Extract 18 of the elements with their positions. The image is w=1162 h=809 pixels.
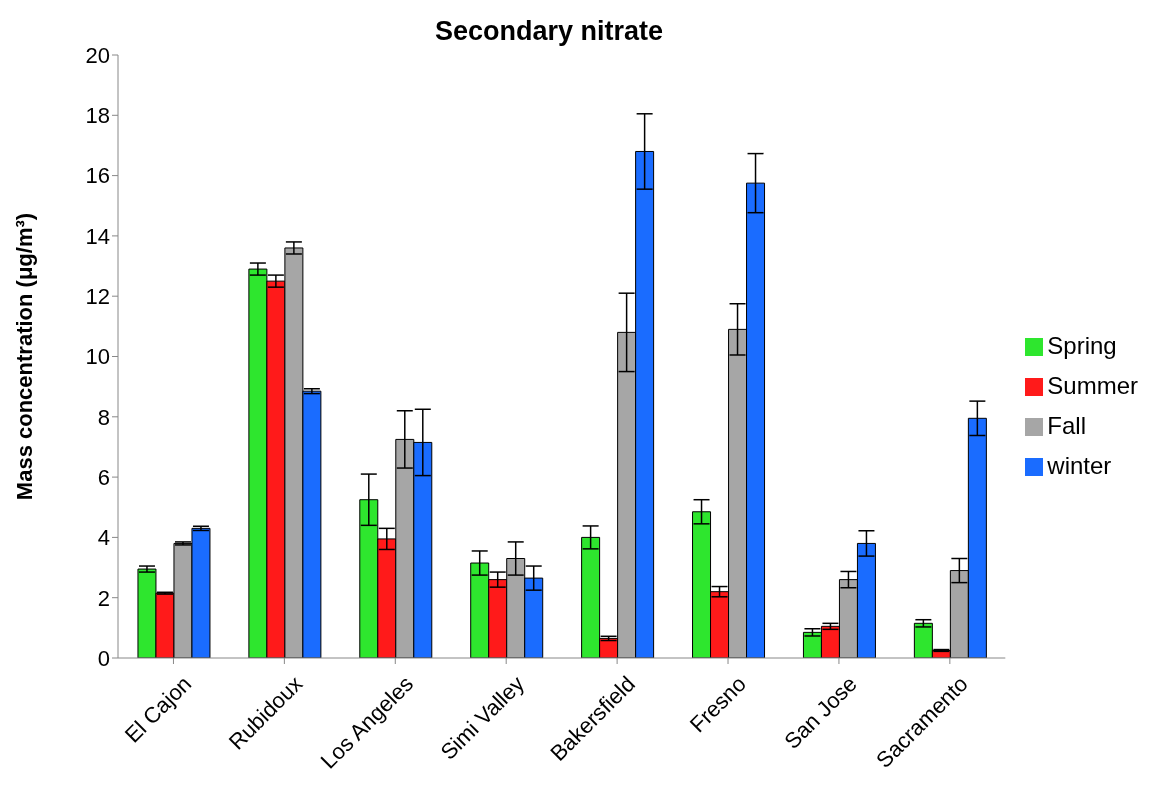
y-tick-label: 0	[97, 645, 110, 671]
y-tick-label: 6	[97, 464, 110, 490]
y-tick-label: 14	[85, 223, 110, 249]
y-axis-title: Mass concentration (μg/m³)	[11, 212, 37, 501]
y-tick-label: 8	[97, 404, 110, 430]
legend-label: winter	[1047, 451, 1112, 479]
y-tick-label: 20	[85, 42, 110, 68]
y-tick-label: 2	[97, 585, 110, 611]
y-tick-label: 18	[85, 103, 110, 129]
y-tick-label: 4	[97, 525, 110, 551]
legend-label: Spring	[1047, 331, 1117, 359]
y-tick-label: 10	[85, 344, 110, 370]
x-tick-label: San Jose	[779, 671, 862, 754]
y-tick-label: 12	[85, 284, 110, 310]
legend-label: Fall	[1047, 411, 1086, 439]
chart-title: Secondary nitrate	[433, 16, 665, 47]
y-tick-label: 16	[85, 163, 110, 189]
legend-label: Summer	[1047, 371, 1138, 399]
